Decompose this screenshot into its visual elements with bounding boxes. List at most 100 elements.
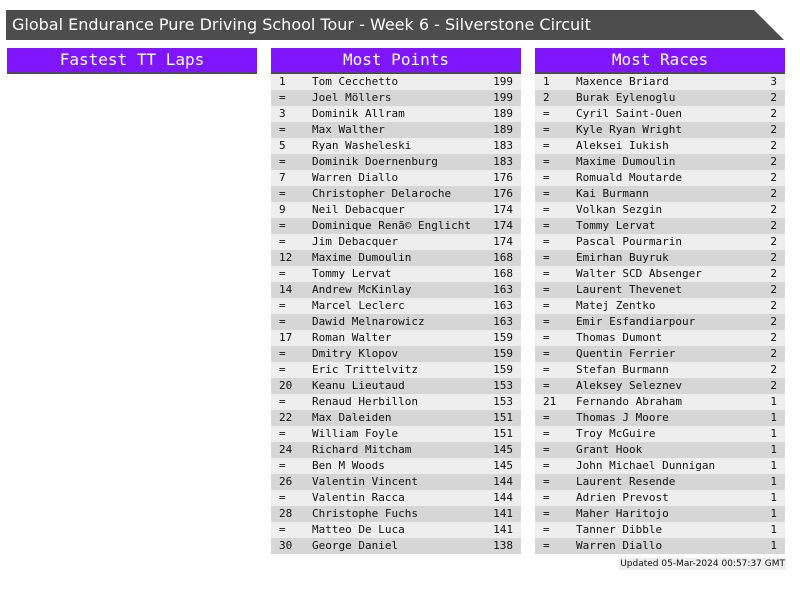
value: 2 <box>770 91 777 104</box>
value: 189 <box>493 107 513 120</box>
table-row: = Quentin Ferrier 2 <box>535 346 785 362</box>
rank: 5 <box>279 139 286 152</box>
value: 2 <box>770 251 777 264</box>
value: 2 <box>770 283 777 296</box>
rank: = <box>279 235 286 248</box>
rank: = <box>279 395 286 408</box>
driver-name: Adrien Prevost <box>576 491 669 504</box>
rank: 20 <box>279 379 293 392</box>
table-row: = Troy McGuire 1 <box>535 426 785 442</box>
driver-name: Ryan Washeleski <box>312 139 412 152</box>
driver-name: Renaud Herbillon <box>312 395 418 408</box>
table-row: = Thomas Dumont 2 <box>535 330 785 346</box>
table-row: = Tommy Lervat 168 <box>271 266 521 282</box>
table-row: = Volkan Sezgin 2 <box>535 202 785 218</box>
rank: 7 <box>279 171 286 184</box>
value: 183 <box>493 139 513 152</box>
value: 145 <box>493 459 513 472</box>
rank: = <box>279 347 286 360</box>
rank: = <box>543 427 550 440</box>
rank: = <box>543 123 550 136</box>
driver-name: Burak Eylenoglu <box>576 91 676 104</box>
driver-name: Thomas J Moore <box>576 411 669 424</box>
value: 174 <box>493 235 513 248</box>
rank: = <box>543 203 550 216</box>
driver-name: Tanner Dibble <box>576 523 663 536</box>
value: 168 <box>493 267 513 280</box>
table-row: = Thomas J Moore 1 <box>535 410 785 426</box>
table-row: 17 Roman Walter 159 <box>271 330 521 346</box>
driver-name: Quentin Ferrier <box>576 347 676 360</box>
rank: 3 <box>279 107 286 120</box>
driver-name: Warren Diallo <box>312 171 399 184</box>
driver-name: Christophe Fuchs <box>312 507 418 520</box>
value: 168 <box>493 251 513 264</box>
table-row: 14 Andrew McKinlay 163 <box>271 282 521 298</box>
value: 1 <box>770 539 777 552</box>
rank: = <box>279 187 286 200</box>
value: 2 <box>770 155 777 168</box>
driver-name: Laurent Thevenet <box>576 283 682 296</box>
value: 1 <box>770 523 777 536</box>
value: 1 <box>770 475 777 488</box>
driver-name: Dmitry Klopov <box>312 347 399 360</box>
rank: 17 <box>279 331 293 344</box>
driver-name: Grant Hook <box>576 443 643 456</box>
most-races-header: Most Races <box>535 48 785 74</box>
driver-name: Stefan Burmann <box>576 363 669 376</box>
table-row: 21 Fernando Abraham 1 <box>535 394 785 410</box>
rank: = <box>543 331 550 344</box>
rank: 26 <box>279 475 293 488</box>
driver-name: Valentin Vincent <box>312 475 418 488</box>
value: 2 <box>770 203 777 216</box>
table-row: = Jim Debacquer 174 <box>271 234 521 250</box>
rank: = <box>543 219 550 232</box>
table-row: = Tanner Dibble 1 <box>535 522 785 538</box>
value: 199 <box>493 75 513 88</box>
driver-name: Keanu Lieutaud <box>312 379 405 392</box>
table-row: = Emirhan Buyruk 2 <box>535 250 785 266</box>
table-row: = Max Walther 189 <box>271 122 521 138</box>
table-row: = Warren Diallo 1 <box>535 538 785 554</box>
most-races-list: 1 Maxence Briard 3 2 Burak Eylenoglu 2 = Cyril … <box>535 74 785 554</box>
driver-name: Kyle Ryan Wright <box>576 123 682 136</box>
table-row: = Romuald Moutarde 2 <box>535 170 785 186</box>
driver-name: Tommy Lervat <box>576 219 656 232</box>
rank: = <box>543 443 550 456</box>
driver-name: Cyril Saint-Ouen <box>576 107 682 120</box>
driver-name: Pascal Pourmarin <box>576 235 682 248</box>
rank: = <box>543 347 550 360</box>
table-row: = Valentin Racca 144 <box>271 490 521 506</box>
driver-name: Maxence Briard <box>576 75 669 88</box>
driver-name: George Daniel <box>312 539 399 552</box>
driver-name: Dominik Allram <box>312 107 405 120</box>
rank: 28 <box>279 507 293 520</box>
value: 1 <box>770 411 777 424</box>
driver-name: Volkan Sezgin <box>576 203 663 216</box>
driver-name: Dawid Melnarowicz <box>312 315 425 328</box>
driver-name: Aleksey Seleznev <box>576 379 682 392</box>
table-row: = Christopher Delaroche 176 <box>271 186 521 202</box>
table-row: 2 Burak Eylenoglu 2 <box>535 90 785 106</box>
value: 2 <box>770 363 777 376</box>
value: 141 <box>493 523 513 536</box>
rank: = <box>543 299 550 312</box>
rank: 22 <box>279 411 293 424</box>
value: 176 <box>493 187 513 200</box>
driver-name: Eric Trittelvitz <box>312 363 418 376</box>
driver-name: Laurent Resende <box>576 475 676 488</box>
value: 159 <box>493 347 513 360</box>
value: 174 <box>493 219 513 232</box>
table-row: = Renaud Herbillon 153 <box>271 394 521 410</box>
value: 2 <box>770 315 777 328</box>
table-row: = Ben M Woods 145 <box>271 458 521 474</box>
table-row: = Dominik Doernenburg 183 <box>271 154 521 170</box>
value: 141 <box>493 507 513 520</box>
table-row: = Aleksey Seleznev 2 <box>535 378 785 394</box>
value: 2 <box>770 187 777 200</box>
table-row: = William Foyle 151 <box>271 426 521 442</box>
rank: = <box>279 219 286 232</box>
driver-name: Emirhan Buyruk <box>576 251 669 264</box>
fastest-tt-laps-panel: Fastest TT Laps <box>7 48 257 74</box>
value: 144 <box>493 491 513 504</box>
